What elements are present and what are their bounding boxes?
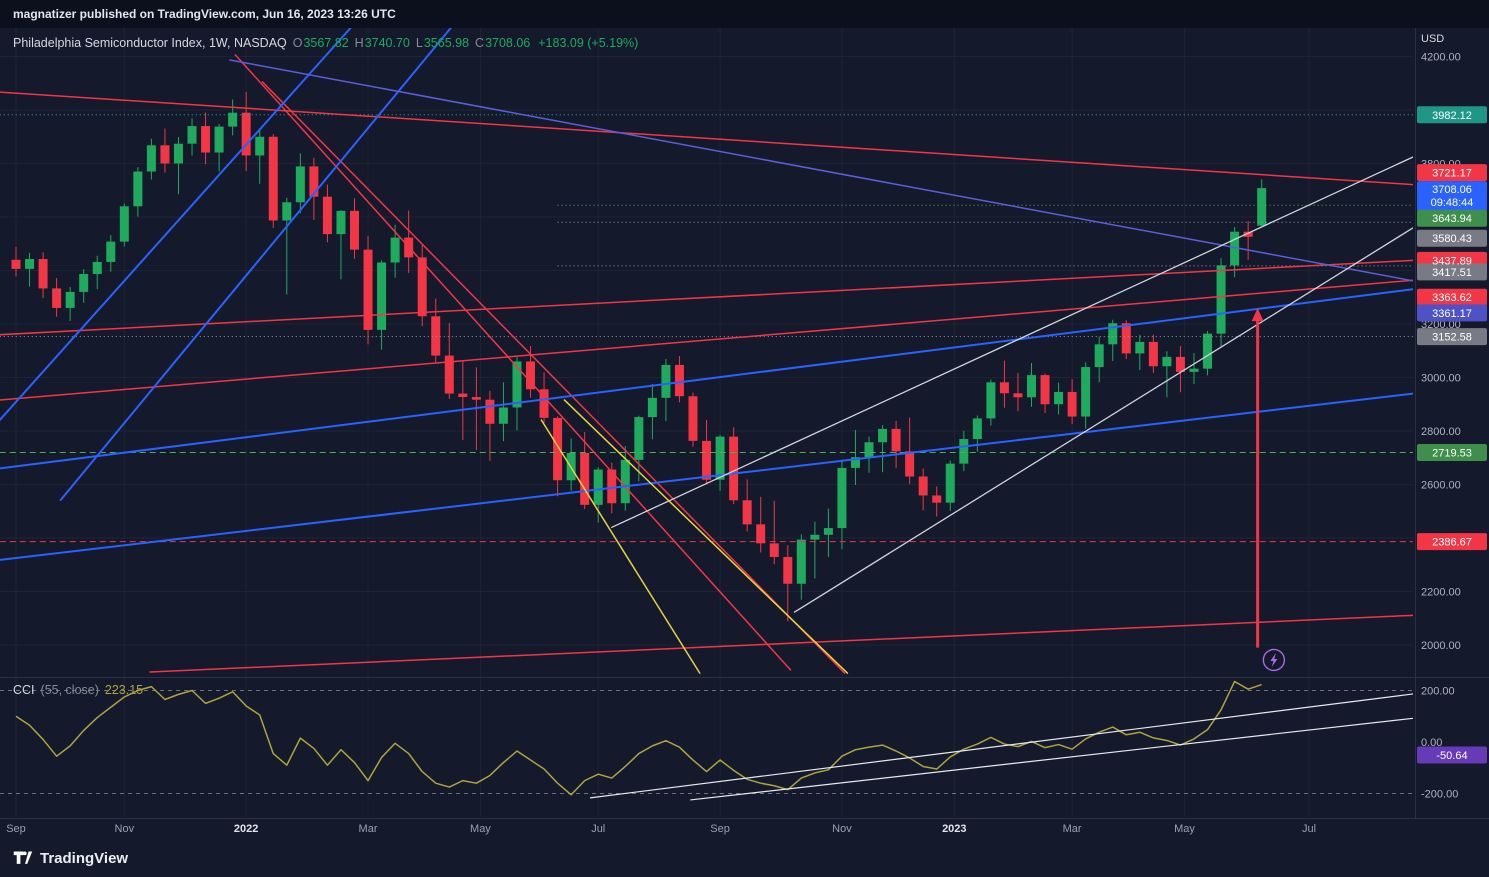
price-tick: 2600.00: [1421, 480, 1461, 492]
time-tick-month: Sep: [710, 823, 730, 835]
candlestick-series: [11, 91, 1267, 622]
svg-text:3361.17: 3361.17: [1432, 308, 1472, 320]
svg-text:3152.58: 3152.58: [1432, 332, 1472, 344]
cci-value: 223.15: [104, 683, 144, 697]
chart-canvas[interactable]: 4200.004000.003800.003600.003400.003200.…: [0, 28, 1489, 818]
time-tick-month: Jul: [591, 823, 606, 835]
cci-line: [15, 680, 1262, 796]
lightning-badge[interactable]: [1262, 648, 1286, 672]
footer-bar: TradingView: [0, 840, 1489, 877]
time-tick-month: May: [1174, 823, 1195, 835]
cci-title: CCI: [13, 683, 35, 697]
price-axis-labels: [1417, 106, 1487, 764]
svg-text:-50.64: -50.64: [1436, 750, 1467, 762]
svg-text:3580.43: 3580.43: [1432, 233, 1472, 245]
tradingview-wordmark: TradingView: [40, 850, 129, 867]
cci-tick: 200.00: [1421, 686, 1455, 698]
svg-text:09:48:44: 09:48:44: [1431, 197, 1474, 209]
tradingview-logo-icon: [13, 851, 33, 864]
svg-text:3643.94: 3643.94: [1432, 213, 1472, 225]
svg-text:2386.67: 2386.67: [1432, 537, 1472, 549]
time-tick-month: Sep: [6, 823, 26, 835]
cci-panel[interactable]: [15, 680, 1461, 801]
time-tick-month: Nov: [114, 823, 135, 835]
cci-params: (55, close): [40, 683, 99, 697]
time-tick-year: 2022: [233, 823, 259, 835]
svg-text:3708.06: 3708.06: [1432, 184, 1472, 196]
ohlc-high: H3740.70: [354, 36, 410, 50]
cci-tick: 0.00: [1421, 737, 1442, 749]
price-tick: 3000.00: [1421, 373, 1461, 385]
main-plot[interactable]: [0, 28, 1450, 674]
cci-legend: CCI (55, close) 223.15: [13, 683, 143, 697]
svg-text:3982.12: 3982.12: [1432, 110, 1472, 122]
svg-text:3363.62: 3363.62: [1432, 292, 1472, 304]
trendlines[interactable]: [0, 28, 1450, 674]
ohlc-low: L3565.98: [415, 36, 470, 50]
price-tick: 2800.00: [1421, 426, 1461, 438]
up-arrow-annotation[interactable]: [1251, 308, 1264, 648]
publish-banner: magnatizer published on TradingView.com,…: [0, 0, 1489, 28]
cci-tick: -200.00: [1421, 789, 1458, 801]
price-tick: 2200.00: [1421, 587, 1461, 599]
ohlc-close: C3708.06: [475, 36, 531, 50]
symbol-title: Philadelphia Semiconductor Index, 1W, NA…: [13, 36, 287, 50]
chart-area[interactable]: 4200.004000.003800.003600.003400.003200.…: [0, 28, 1489, 818]
svg-text:3437.89: 3437.89: [1432, 255, 1472, 267]
time-tick-month: Jul: [1302, 823, 1317, 835]
time-tick-month: Mar: [1062, 823, 1082, 835]
price-tick: 4200.00: [1421, 52, 1461, 64]
currency-label: USD: [1421, 33, 1444, 45]
price-tick: 3200.00: [1421, 319, 1461, 331]
svg-text:2719.53: 2719.53: [1432, 448, 1472, 460]
time-axis[interactable]: Sep Nov 2022 Mar May Jul Sep Nov 2023 Mar May Jul: [0, 818, 1489, 840]
tradingview-logo[interactable]: TradingView: [12, 848, 128, 869]
grid: [0, 28, 1413, 817]
time-tick-year: 2023: [942, 823, 967, 835]
change-label: +183.09 (+5.19%): [538, 36, 639, 50]
time-tick-month: May: [470, 823, 491, 835]
price-tick: 2000.00: [1421, 640, 1461, 652]
publish-banner-text: magnatizer published on TradingView.com,…: [13, 7, 396, 21]
symbol-legend: Philadelphia Semiconductor Index, 1W, NA…: [13, 36, 638, 50]
ohlc-open: O3567.82: [292, 36, 349, 50]
svg-text:3417.51: 3417.51: [1432, 267, 1472, 279]
time-tick-month: Nov: [832, 823, 852, 835]
time-tick-month: Mar: [358, 823, 378, 835]
svg-text:3721.17: 3721.17: [1432, 168, 1472, 180]
